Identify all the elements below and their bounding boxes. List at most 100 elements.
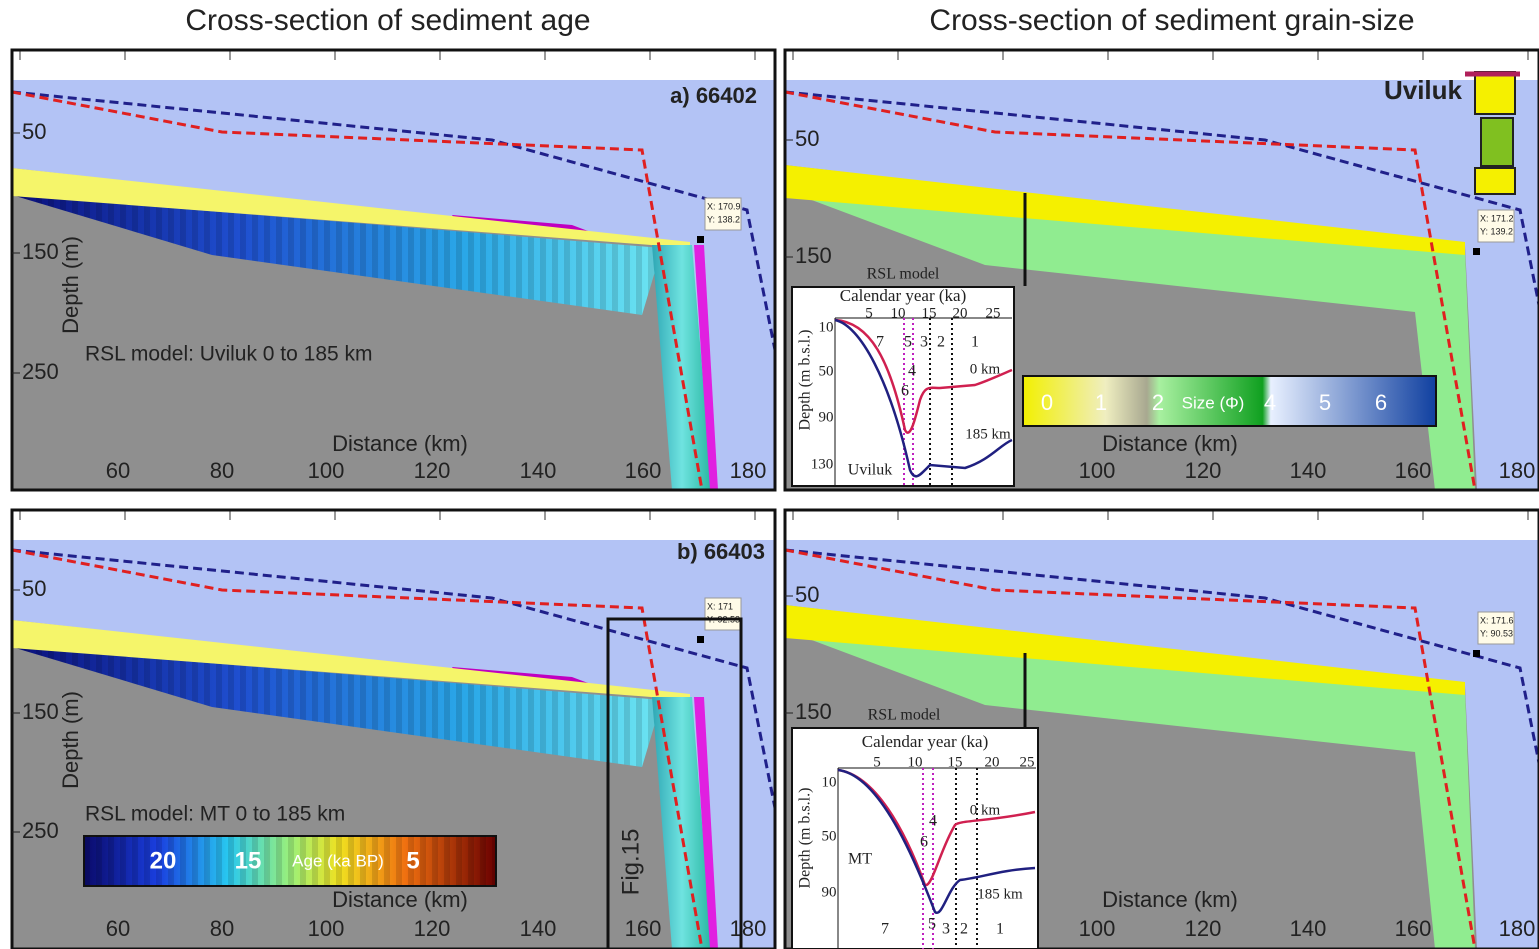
age-legend-label: 20 — [150, 847, 177, 874]
x-tick-label: 160 — [625, 458, 662, 483]
inset-title: RSL model — [868, 707, 941, 724]
zone-number: 6 — [901, 383, 909, 400]
inset-x-tick-label: 20 — [953, 305, 968, 321]
x-tick-label: 180 — [1499, 916, 1536, 941]
curve-label: 0 km — [970, 361, 1001, 377]
y-tick-label: 50 — [22, 576, 46, 601]
size-legend-label: 0 — [1041, 390, 1053, 415]
y-tick-label: 250 — [22, 818, 59, 843]
panel: 501502506080100120140160180Distance (km)… — [12, 50, 777, 490]
x-tick-label: 180 — [730, 458, 767, 483]
zone-number: 1 — [996, 921, 1004, 938]
x-axis-title: Distance (km) — [332, 431, 468, 456]
top-strip — [12, 50, 775, 80]
inset-x-tick-label: 25 — [1020, 754, 1035, 770]
figure: Cross-section of sediment ageCross-secti… — [0, 0, 1539, 949]
inset-y-tick-label: 130 — [811, 456, 834, 472]
x-tick-label: 140 — [1290, 458, 1327, 483]
x-tick-label: 120 — [414, 916, 451, 941]
x-tick-label: 180 — [730, 916, 767, 941]
zone-number: 2 — [937, 334, 945, 351]
x-tick-label: 180 — [1499, 458, 1536, 483]
inset-y-tick-label: 90 — [822, 884, 837, 900]
cursor-text: Y: 90.53 — [1480, 628, 1513, 638]
zone-number: 4 — [908, 363, 916, 380]
age-legend-label: 5 — [406, 847, 419, 874]
panel-label: a) 66402 — [670, 83, 757, 108]
x-tick-label: 120 — [1185, 458, 1222, 483]
inset-x-tick-label: 5 — [873, 754, 881, 770]
core-sand — [1475, 72, 1515, 114]
curve-label: 185 km — [965, 426, 1011, 442]
cursor-point — [1473, 650, 1480, 657]
inset-x-tick-label: 10 — [908, 754, 923, 770]
x-axis-title: Distance (km) — [1102, 887, 1238, 912]
x-tick-label: 80 — [210, 458, 234, 483]
size-legend-label: 6 — [1375, 390, 1387, 415]
core-label: Uviluk — [1384, 75, 1463, 105]
size-legend-label: 2 — [1152, 390, 1164, 415]
cursor-text: Y: 138.2 — [707, 214, 740, 224]
curve-label: 0 km — [970, 802, 1001, 818]
zone-number: 3 — [920, 334, 928, 351]
x-axis-title: Distance (km) — [1102, 431, 1238, 456]
page: {"titles":["Cross-section of sediment ag… — [0, 0, 1539, 949]
core-sand — [1475, 168, 1515, 194]
cursor-point — [1473, 248, 1480, 255]
cursor-point — [697, 236, 704, 243]
inset-site: Uviluk — [848, 462, 892, 479]
x-tick-label: 120 — [1185, 916, 1222, 941]
inset-y-title: Depth (m b.s.l.) — [797, 330, 814, 431]
inset-y-tick-label: 90 — [819, 409, 834, 425]
x-tick-label: 160 — [1395, 916, 1432, 941]
cursor-point — [697, 636, 704, 643]
size-legend-label: Size (Φ) — [1182, 393, 1245, 412]
inset-site: MT — [848, 851, 872, 868]
x-tick-label: 80 — [210, 916, 234, 941]
inset-x-title: Calendar year (ka) — [840, 286, 966, 305]
x-tick-label: 60 — [106, 916, 130, 941]
inset-x-tick-label: 10 — [891, 305, 906, 321]
size-legend-label: 5 — [1319, 390, 1331, 415]
x-tick-label: 140 — [520, 916, 557, 941]
y-axis-title: Depth (m) — [58, 236, 83, 334]
inset-x-tick-label: 15 — [948, 754, 963, 770]
y-tick-label: 50 — [795, 126, 819, 151]
zone-number: 3 — [942, 921, 950, 938]
x-tick-label: 100 — [1079, 916, 1116, 941]
panel-content — [12, 50, 777, 490]
core-mud — [1481, 118, 1513, 166]
panel-label: b) 66403 — [677, 539, 765, 564]
figure-ref: Fig.15 — [617, 829, 644, 896]
x-tick-label: 140 — [1290, 916, 1327, 941]
zone-number: 7 — [881, 921, 889, 938]
zone-number: 4 — [929, 813, 937, 830]
top-strip — [12, 510, 775, 540]
zone-number: 5 — [904, 334, 912, 351]
size-legend-label: 1 — [1095, 390, 1107, 415]
x-tick-label: 140 — [520, 458, 557, 483]
inset-title: RSL model — [867, 266, 940, 283]
x-tick-label: 100 — [308, 458, 345, 483]
zone-number: 1 — [971, 334, 979, 351]
inset-x-tick-label: 5 — [865, 305, 873, 321]
inset-x-tick-label: 15 — [922, 305, 937, 321]
cursor-text: X: 170.9 — [707, 201, 741, 211]
model-note: RSL model: MT 0 to 185 km — [85, 803, 345, 826]
size-legend-label: 4 — [1264, 390, 1276, 415]
x-tick-label: 60 — [106, 458, 130, 483]
model-note: RSL model: Uviluk 0 to 185 km — [85, 343, 373, 366]
age-legend-label: Age (ka BP) — [292, 851, 384, 870]
inset-x-tick-label: 25 — [986, 305, 1001, 321]
y-tick-label: 150 — [22, 699, 59, 724]
column-title: Cross-section of sediment grain-size — [929, 4, 1414, 37]
x-tick-label: 160 — [1395, 458, 1432, 483]
inset-y-tick-label: 10 — [822, 774, 837, 790]
inset-y-tick-label: 50 — [822, 828, 837, 844]
age-legend-stripes — [84, 836, 496, 886]
x-tick-label: 100 — [308, 916, 345, 941]
y-tick-label: 50 — [22, 119, 46, 144]
inset-y-tick-label: 10 — [819, 319, 834, 335]
cursor-text: Y: 139.2 — [1480, 226, 1513, 236]
